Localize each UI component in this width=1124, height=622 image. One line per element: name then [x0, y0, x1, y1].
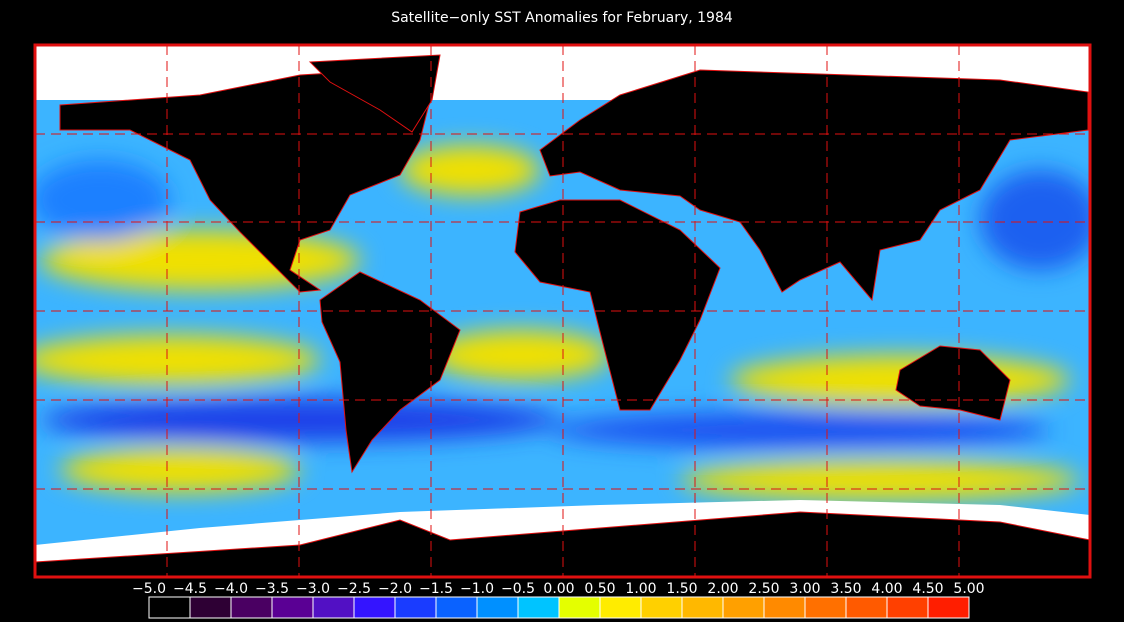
colorbar-label: 0.00 — [543, 581, 574, 597]
colorbar-swatch — [148, 596, 191, 619]
greenland — [308, 54, 441, 133]
colorbar-label: −1.5 — [419, 581, 453, 597]
eurasia — [539, 69, 1089, 302]
colorbar-swatch — [394, 596, 437, 619]
colorbar-swatch — [312, 596, 355, 619]
colorbar-label: −0.5 — [501, 581, 535, 597]
colorbar-label: 4.50 — [912, 581, 943, 597]
colorbar-swatch — [927, 596, 970, 619]
colorbar-label: 2.50 — [748, 581, 779, 597]
colorbar-label: 5.00 — [953, 581, 984, 597]
map-frame — [33, 43, 1092, 579]
grid — [35, 45, 1090, 577]
anomaly-field — [35, 145, 1090, 500]
colorbar-label: −1.0 — [460, 581, 494, 597]
colorbar-swatch — [476, 596, 519, 619]
colorbar-swatch — [845, 596, 888, 619]
colorbar-label: 1.00 — [625, 581, 656, 597]
map — [35, 45, 1090, 577]
colorbar-swatch — [681, 596, 724, 619]
colorbar-label: −3.5 — [255, 581, 289, 597]
colorbar-label: −4.0 — [214, 581, 248, 597]
south-america — [319, 271, 461, 474]
colorbar-label: −2.5 — [337, 581, 371, 597]
title: Satellite−only SST Anomalies for Februar… — [391, 10, 733, 26]
australia — [895, 345, 1011, 421]
africa — [514, 199, 721, 411]
colorbar-label: 0.50 — [584, 581, 615, 597]
colorbar-label: 4.00 — [871, 581, 902, 597]
colorbar-swatch — [599, 596, 642, 619]
colorbar-swatch — [271, 596, 314, 619]
colorbar-label: 3.00 — [789, 581, 820, 597]
colorbar-label: 2.00 — [707, 581, 738, 597]
colorbar-swatch — [353, 596, 396, 619]
colorbar-label: −5.0 — [132, 581, 166, 597]
colorbar-swatch — [804, 596, 847, 619]
colorbar-swatch — [189, 596, 232, 619]
colorbar-label: −4.5 — [173, 581, 207, 597]
colorbar-swatch — [517, 596, 560, 619]
colorbar-swatch — [763, 596, 806, 619]
colorbar-label: 3.50 — [830, 581, 861, 597]
colorbar-label: 1.50 — [666, 581, 697, 597]
colorbar-swatch — [435, 596, 478, 619]
colorbar: −5.0 −4.5 −4.0 −3.5 −3.0 −2.5 −2.0 −1.5 −1.0 −0.5… — [132, 581, 985, 619]
colorbar-swatch — [886, 596, 929, 619]
colorbar-label: −3.0 — [296, 581, 330, 597]
colorbar-swatch — [722, 596, 765, 619]
colorbar-swatch — [558, 596, 601, 619]
colorbar-swatch — [640, 596, 683, 619]
colorbar-label: −2.0 — [378, 581, 412, 597]
colorbar-swatch — [230, 596, 273, 619]
